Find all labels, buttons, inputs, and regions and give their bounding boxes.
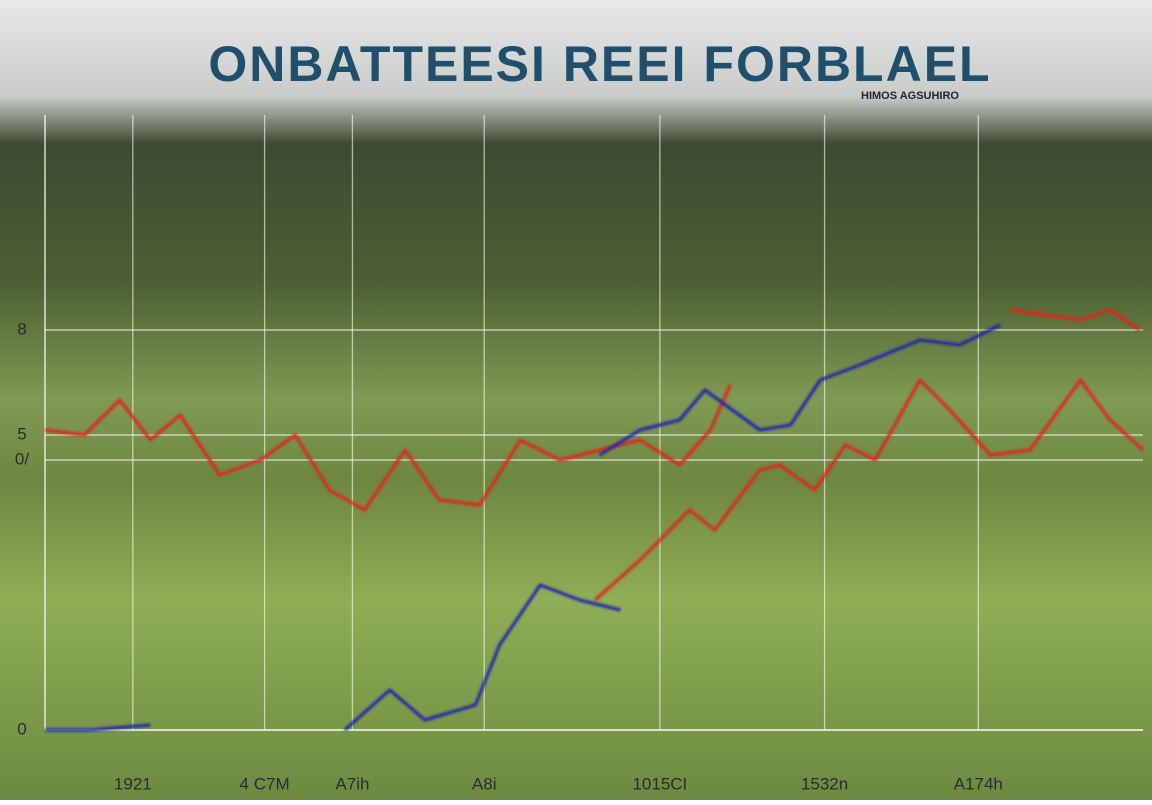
x-tick-label: A174h <box>954 774 1003 793</box>
y-tick-label: 0/ <box>15 449 29 468</box>
data-line <box>594 308 1145 602</box>
chart-subtitle: HIMOS AGSUHIRO <box>861 90 959 102</box>
x-tick-label: 1532n <box>801 774 848 793</box>
y-tick-label: 5 <box>17 424 26 443</box>
data-line <box>45 323 1001 732</box>
y-tick-label: 8 <box>17 319 26 338</box>
x-tick-label: 1921 <box>114 774 152 793</box>
chart-title: ONBATTEESI REEI FORBLAEL <box>208 36 991 92</box>
x-tick-label: 4 C7M <box>240 774 290 793</box>
x-tick-label: A7ih <box>335 774 369 793</box>
y-tick-label: 0 <box>17 719 26 738</box>
x-tick-label: A8i <box>472 774 497 793</box>
x-tick-label: 1015CI <box>632 774 687 793</box>
data-line <box>44 384 732 512</box>
plot-area: 0 0/5 8 1921 4 C7M A7ih A8i 1015CI 1532n A174h <box>15 115 1145 793</box>
